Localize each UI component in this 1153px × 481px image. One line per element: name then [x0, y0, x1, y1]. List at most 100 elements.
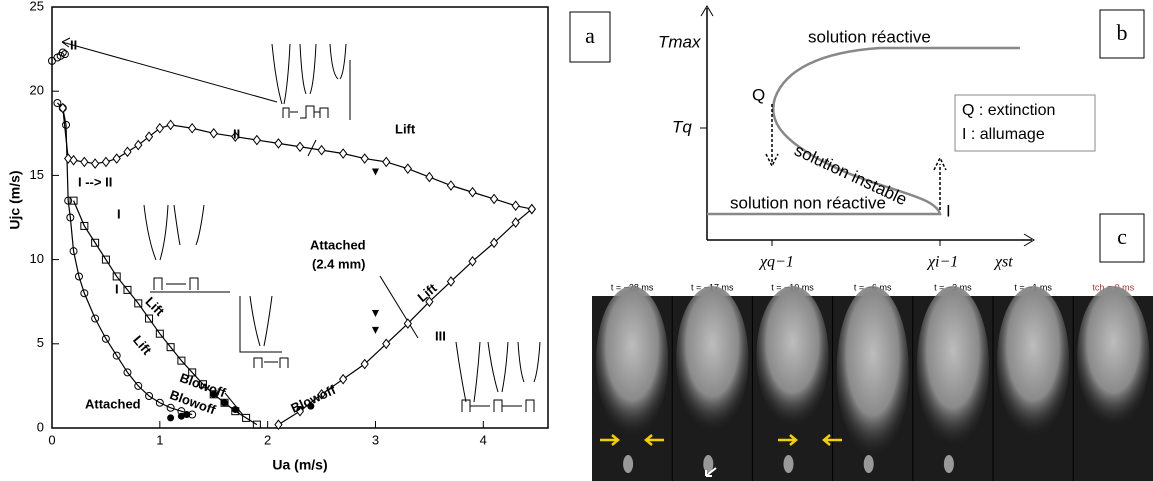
marker — [489, 237, 499, 249]
marker — [69, 154, 78, 166]
marker — [338, 373, 348, 385]
annotation: (2.4 mm) — [312, 256, 365, 271]
annotation: II — [70, 37, 77, 52]
marker — [231, 131, 240, 142]
marker — [101, 156, 111, 168]
marker — [134, 381, 143, 390]
y-tick-label: 15 — [30, 167, 44, 182]
marker — [166, 403, 175, 412]
marker — [371, 309, 379, 317]
marker — [166, 119, 175, 131]
marker — [198, 380, 207, 389]
marker — [64, 196, 73, 205]
marker — [123, 368, 132, 377]
arrow — [765, 104, 779, 168]
marker — [74, 272, 83, 281]
marker — [123, 285, 132, 294]
inset-sketches — [61, 37, 541, 416]
annotation: Attached — [310, 237, 366, 252]
marker — [167, 414, 175, 422]
legend-entry: Q : extinction — [962, 102, 1055, 119]
axis-label: χq−1 — [758, 254, 794, 271]
arrow — [778, 434, 798, 446]
marker — [177, 356, 186, 365]
marker — [183, 411, 191, 419]
marker — [112, 153, 121, 164]
marker — [112, 351, 121, 360]
y-tick-label: 10 — [30, 251, 44, 266]
x-tick-label: 2 — [264, 432, 271, 447]
arrow — [700, 5, 714, 17]
arrow — [705, 467, 717, 477]
image-strip: t = −28 mst = −17 mst = −10 mst = −6 mst… — [592, 282, 1153, 481]
arrow — [600, 434, 620, 446]
marker — [155, 329, 164, 338]
marker — [252, 420, 261, 429]
marker — [166, 343, 175, 352]
marker — [360, 153, 369, 164]
marker — [58, 48, 67, 57]
marker — [177, 412, 185, 420]
marker — [69, 247, 78, 256]
series-line — [62, 107, 532, 210]
s-curve — [707, 46, 1020, 216]
marker — [144, 131, 154, 142]
y-tick-label: 5 — [37, 335, 44, 350]
axis-label: Tmax — [658, 32, 701, 51]
marker — [145, 314, 154, 323]
marker — [274, 419, 283, 430]
marker — [155, 398, 164, 407]
marker — [155, 122, 164, 134]
y-tick-label: 25 — [30, 0, 44, 13]
point-label: Q — [752, 85, 765, 104]
flame-base — [863, 455, 874, 473]
annotation: Lift — [414, 280, 440, 305]
y-tick-label: 20 — [30, 83, 44, 98]
marker — [511, 217, 520, 228]
annotation: I — [117, 206, 121, 221]
panel-label: a — [585, 23, 595, 48]
annotation: II — [233, 126, 240, 141]
marker — [112, 272, 121, 281]
flame — [997, 286, 1070, 436]
marker — [317, 144, 326, 156]
marker — [210, 390, 218, 398]
x-tick-label: 3 — [372, 432, 379, 447]
marker — [382, 156, 391, 168]
marker — [371, 168, 379, 176]
flame — [916, 286, 990, 446]
y-axis-label: Ujc (m/s) — [7, 170, 23, 229]
marker — [101, 255, 110, 264]
flame-base — [943, 455, 954, 473]
axis-label: χst — [993, 254, 1013, 271]
flame — [676, 286, 749, 431]
annotation: I — [115, 281, 119, 296]
marker — [123, 146, 132, 158]
marker — [145, 392, 154, 401]
marker — [468, 255, 477, 267]
label-box — [569, 11, 611, 63]
annotation: III — [435, 328, 446, 343]
annotation: Attached — [85, 396, 141, 411]
flame — [836, 286, 909, 456]
legend-entry: I : allumage — [962, 126, 1045, 143]
marker — [80, 156, 89, 168]
label-box — [1099, 9, 1145, 59]
marker — [62, 120, 71, 129]
arrow — [933, 156, 947, 210]
panel-label: c — [1117, 224, 1127, 249]
flame-base — [783, 455, 794, 473]
marker — [60, 50, 69, 59]
marker — [360, 358, 369, 370]
marker — [91, 238, 100, 247]
marker — [242, 413, 251, 422]
marker — [295, 141, 305, 153]
marker — [53, 98, 62, 107]
plot-frame — [51, 6, 549, 429]
marker — [80, 289, 89, 298]
diagram-b: Tmax Tq χq−1 χi−1 χst solution réactive … — [658, 5, 1096, 271]
marker — [101, 334, 110, 343]
marker — [69, 196, 78, 205]
arrow — [822, 434, 842, 446]
